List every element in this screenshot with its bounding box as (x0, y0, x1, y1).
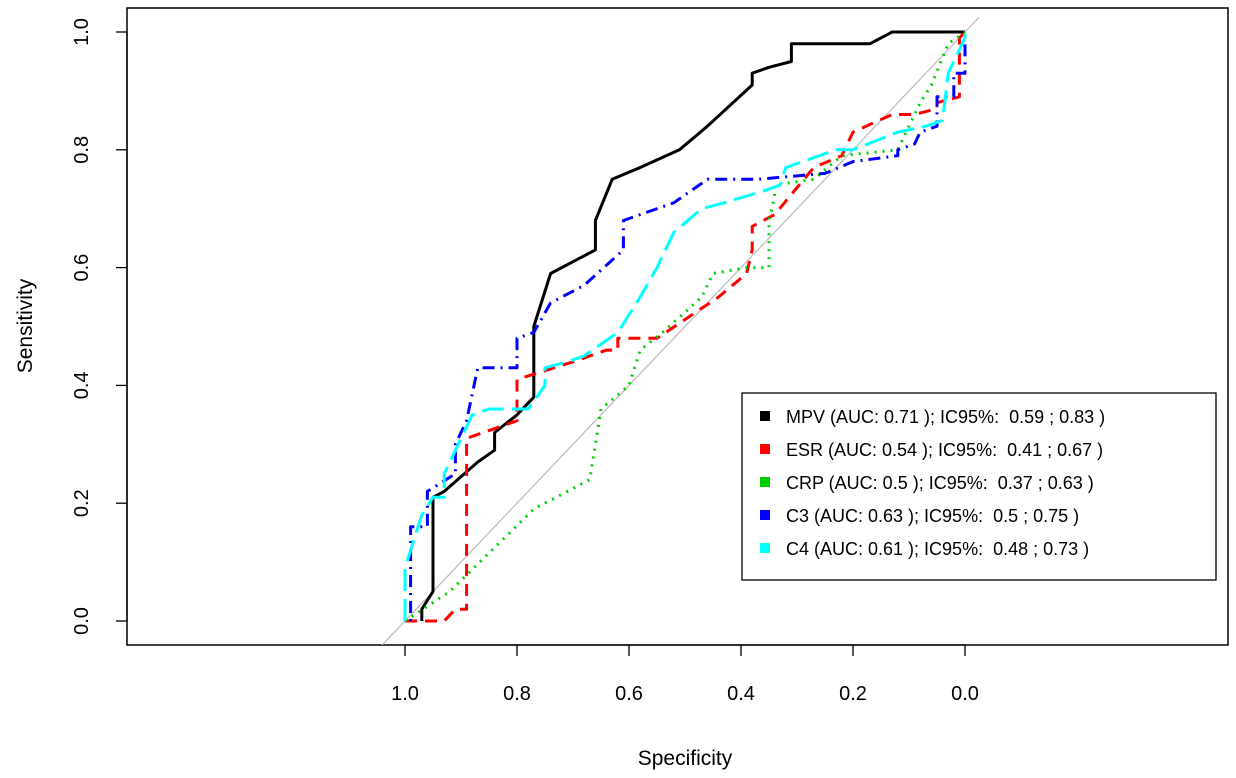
y-tick-label: 0.8 (71, 136, 93, 164)
legend-swatch-mpv (760, 411, 770, 421)
x-tick-label: 0.4 (727, 683, 755, 705)
y-axis-title: Sensitivity (14, 278, 37, 373)
legend-swatch-c4 (760, 543, 770, 553)
series-line-crp (404, 30, 966, 623)
reference-diagonal-line (381, 16, 980, 645)
y-tick-label: 0.4 (71, 371, 93, 399)
y-tick-label: 1.0 (71, 18, 93, 46)
series-line-mpv (420, 30, 965, 621)
series-line-c4 (403, 32, 967, 621)
legend-swatch-esr (760, 444, 770, 454)
x-axis-title: Specificity (638, 747, 733, 770)
x-tick-label: 0.0 (951, 683, 979, 705)
legend-label-esr: ESR (AUC: 0.54 ); IC95%: 0.41 ; 0.67 ) (786, 440, 1103, 460)
series-line-esr (405, 30, 967, 623)
series-line-c3 (409, 32, 967, 621)
legend-label-crp: CRP (AUC: 0.5 ); IC95%: 0.37 ; 0.63 ) (786, 473, 1094, 493)
y-tick-label: 0.2 (71, 489, 93, 517)
legend-label-c4: C4 (AUC: 0.61 ); IC95%: 0.48 ; 0.73 ) (786, 539, 1089, 559)
x-tick-label: 0.8 (503, 683, 531, 705)
series-layer (381, 16, 980, 645)
legend-swatch-crp (760, 477, 770, 487)
x-axis: 1.0 0.8 0.6 0.4 0.2 0.0 (391, 644, 979, 705)
legend-label-mpv: MPV (AUC: 0.71 ); IC95%: 0.59 ; 0.83 ) (786, 407, 1105, 427)
legend-swatch-c3 (760, 510, 770, 520)
legend-box (741, 392, 1217, 581)
legend-label-c3: C3 (AUC: 0.63 ); IC95%: 0.5 ; 0.75 ) (786, 506, 1079, 526)
legend: MPV (AUC: 0.71 ); IC95%: 0.59 ; 0.83 ) ES… (741, 392, 1217, 581)
x-tick-label: 0.2 (839, 683, 867, 705)
y-tick-label: 0.6 (71, 254, 93, 282)
x-tick-label: 1.0 (391, 683, 419, 705)
x-tick-label: 0.6 (615, 683, 643, 705)
y-axis: 0.0 0.2 0.4 0.6 0.8 1.0 (71, 18, 128, 635)
y-tick-label: 0.0 (71, 607, 93, 635)
